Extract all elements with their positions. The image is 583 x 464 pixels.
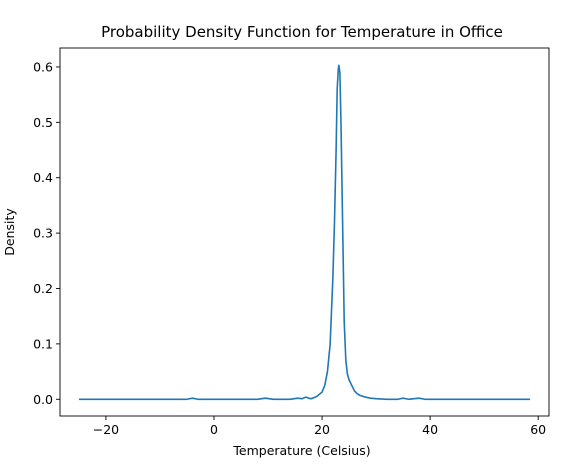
y-tick-label: 0.3: [33, 226, 53, 241]
y-tick-label: 0.4: [33, 170, 53, 185]
plot-area: [59, 47, 550, 417]
x-axis-ticks: −20 0 20 40 60: [93, 416, 546, 437]
y-tick-label: 0.2: [33, 281, 53, 296]
x-tick-label: −20: [93, 422, 119, 437]
x-tick-label: 40: [422, 422, 438, 437]
axes-frame: [59, 47, 550, 417]
y-tick-label: 0.0: [33, 392, 53, 407]
x-tick-label: 60: [530, 422, 546, 437]
density-line-0: [78, 64, 531, 401]
y-axis-ticks: 0.0 0.1 0.2 0.3 0.4 0.5 0.6: [33, 59, 60, 407]
y-tick-label: 0.1: [33, 336, 53, 351]
y-axis-label: Density: [2, 208, 17, 256]
chart-title: Probability Density Function for Tempera…: [101, 23, 503, 41]
x-axis-label: Temperature (Celsius): [232, 443, 370, 458]
x-tick-label: 0: [210, 422, 218, 437]
y-tick-label: 0.6: [33, 59, 53, 74]
y-tick-label: 0.5: [33, 115, 53, 130]
x-tick-label: 20: [314, 422, 330, 437]
